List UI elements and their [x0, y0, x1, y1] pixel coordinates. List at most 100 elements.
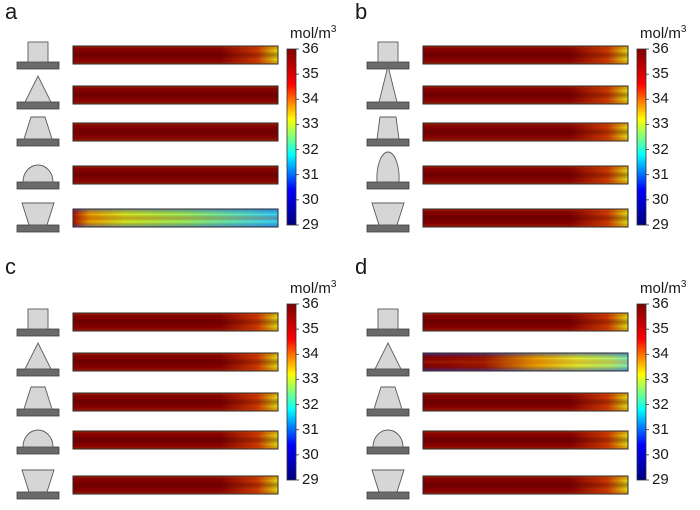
colorbar-unit: mol/m3	[290, 279, 336, 297]
concentration-field-shading	[423, 166, 628, 184]
unit-exponent: 3	[680, 24, 687, 35]
channel-outline	[72, 165, 279, 185]
channel-outline	[422, 475, 629, 495]
substrate-base	[366, 491, 410, 500]
colorbar-tick-label: 32	[652, 140, 669, 158]
channel-outline	[422, 122, 629, 142]
colorbar-tick-label: 32	[302, 395, 319, 413]
panel-graphic	[366, 303, 649, 500]
substrate-base	[16, 368, 60, 377]
substrate-base	[366, 224, 410, 233]
square-pillar-icon	[27, 41, 49, 63]
tall-dome-icon	[376, 151, 400, 183]
dome-icon	[372, 429, 404, 448]
channel-outline	[72, 208, 279, 228]
substrate-base	[16, 61, 60, 70]
inverted-trapezoid-icon	[21, 469, 55, 493]
substrate-base	[16, 101, 60, 110]
channel-outline	[72, 352, 279, 372]
channel-outline	[422, 430, 629, 450]
panel-a: a 36 35 34 33 32 31 30 29 mol/m3	[0, 0, 350, 255]
colorbar-tick-label: 33	[302, 370, 319, 388]
trapezoid-icon	[23, 386, 53, 410]
substrate-base	[366, 368, 410, 377]
colorbar-tick-label: 30	[652, 190, 669, 208]
colorbar-tick-label: 30	[652, 445, 669, 463]
inverted-trapezoid-icon	[21, 202, 55, 226]
channel-outline	[422, 85, 629, 105]
concentration-field-shading	[423, 46, 628, 64]
substrate-base	[16, 491, 60, 500]
concentration-field-shading	[73, 123, 278, 141]
panel-graphic	[16, 41, 299, 233]
concentration-field-shading	[73, 431, 278, 449]
colorbar-tick-label: 30	[302, 445, 319, 463]
colorbar-tick-label: 31	[302, 420, 319, 438]
channel-outline	[72, 45, 279, 65]
colorbar-tick-label: 36	[652, 295, 669, 312]
concentration-field-shading	[423, 476, 628, 494]
concentration-field-shading	[423, 313, 628, 331]
substrate-base	[16, 328, 60, 337]
substrate-base	[16, 224, 60, 233]
colorbar-tick-label: 34	[652, 345, 669, 363]
substrate-base	[366, 138, 410, 147]
panel-label: b	[355, 0, 368, 24]
inverted-trapezoid-icon	[371, 202, 405, 226]
geometry-row	[366, 386, 629, 417]
channel-outline	[422, 352, 629, 372]
geometry-row	[16, 164, 279, 190]
substrate-base	[16, 181, 60, 190]
colorbar-tick-label: 36	[302, 295, 319, 312]
trapezoid-icon	[373, 386, 403, 410]
geometry-row	[16, 429, 279, 455]
geometry-row	[366, 308, 629, 337]
concentration-field-shading	[423, 431, 628, 449]
concentration-field-shading	[423, 353, 628, 371]
unit-base: mol/m	[290, 280, 331, 297]
channel-outline	[422, 392, 629, 412]
geometry-row	[366, 429, 629, 455]
substrate-base	[366, 328, 410, 337]
geometry-row	[16, 386, 279, 417]
panel-graphic	[16, 303, 299, 500]
geometry-row	[366, 469, 629, 500]
concentration-field-shading	[73, 86, 278, 104]
panel-label: a	[5, 0, 18, 24]
colorbar-tick-label: 29	[302, 216, 319, 233]
substrate-base	[366, 181, 410, 190]
concentration-field-shading	[73, 209, 278, 227]
colorbar-tick-label: 35	[302, 320, 319, 338]
concentration-field-shading	[73, 476, 278, 494]
channel-outline	[72, 392, 279, 412]
concentration-field-shading	[423, 393, 628, 411]
colorbar-tick-label: 29	[302, 471, 319, 488]
colorbar-tick-label: 32	[302, 140, 319, 158]
geometry-row	[366, 341, 629, 377]
channel-outline	[422, 45, 629, 65]
colorbar	[286, 48, 297, 226]
triangle-icon	[374, 341, 402, 370]
substrate-base	[366, 101, 410, 110]
channel-outline	[422, 165, 629, 185]
unit-base: mol/m	[290, 25, 331, 42]
colorbar-unit: mol/m3	[640, 279, 686, 297]
colorbar-tick-label: 31	[302, 165, 319, 183]
geometry-row	[16, 202, 279, 233]
unit-base: mol/m	[640, 25, 681, 42]
colorbar-tick-label: 29	[652, 471, 669, 488]
channel-outline	[72, 312, 279, 332]
colorbar-tick-label: 33	[652, 115, 669, 133]
concentration-field-shading	[423, 86, 628, 104]
substrate-base	[366, 446, 410, 455]
geometry-row	[366, 65, 629, 110]
unit-exponent: 3	[680, 279, 687, 290]
substrate-base	[16, 408, 60, 417]
square-pillar-icon	[377, 308, 399, 330]
unit-exponent: 3	[330, 24, 337, 35]
triangle-icon	[24, 74, 52, 103]
concentration-field-shading	[423, 209, 628, 227]
concentration-field-shading	[73, 393, 278, 411]
geometry-row	[16, 41, 279, 70]
geometry-row	[366, 116, 629, 147]
